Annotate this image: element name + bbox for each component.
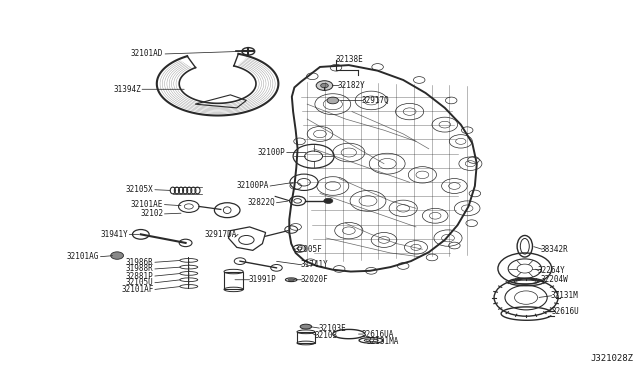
- Text: 32881P: 32881P: [126, 272, 154, 280]
- Text: 31988R: 31988R: [126, 264, 154, 273]
- Text: 32101AG: 32101AG: [67, 252, 99, 261]
- Text: 32102: 32102: [140, 209, 163, 218]
- Text: 32101AE: 32101AE: [131, 200, 163, 209]
- Text: 32020F: 32020F: [301, 275, 328, 284]
- Text: 32204W: 32204W: [541, 275, 568, 284]
- Text: 32101AD: 32101AD: [131, 49, 163, 58]
- Text: 31991P: 31991P: [248, 275, 276, 284]
- Text: 32100PA: 32100PA: [236, 182, 269, 190]
- Text: 32616UA: 32616UA: [362, 330, 394, 339]
- Text: 32131MA: 32131MA: [366, 337, 399, 346]
- Text: J321028Z: J321028Z: [591, 354, 634, 363]
- Ellipse shape: [300, 324, 312, 329]
- Text: 32005F: 32005F: [294, 245, 322, 254]
- Circle shape: [111, 252, 124, 259]
- Text: 32131M: 32131M: [550, 291, 578, 300]
- Text: 31741Y: 31741Y: [301, 260, 328, 269]
- Text: 32105X: 32105X: [126, 185, 154, 194]
- Text: 32616U: 32616U: [552, 307, 579, 316]
- Text: 32138E: 32138E: [336, 55, 364, 64]
- Bar: [297, 332, 315, 343]
- Bar: [224, 272, 243, 289]
- Text: 38342R: 38342R: [541, 245, 568, 254]
- Text: 31394Z: 31394Z: [113, 85, 141, 94]
- Circle shape: [327, 97, 339, 104]
- Text: 32822Q: 32822Q: [248, 198, 275, 207]
- Text: 32103E: 32103E: [318, 324, 346, 333]
- Text: 31986R: 31986R: [126, 258, 154, 267]
- Text: 32100P: 32100P: [257, 148, 285, 157]
- Text: 31941Y: 31941Y: [100, 230, 128, 239]
- Text: 32917DA: 32917DA: [204, 230, 237, 239]
- Text: 32182Y: 32182Y: [338, 81, 365, 90]
- Circle shape: [324, 198, 333, 203]
- Text: 32264Y: 32264Y: [538, 266, 565, 275]
- Text: 32917Q: 32917Q: [362, 96, 389, 105]
- Circle shape: [321, 83, 328, 88]
- Text: 32103: 32103: [315, 331, 338, 340]
- Circle shape: [316, 81, 333, 90]
- Text: 32105U: 32105U: [126, 278, 154, 287]
- Text: 32101AF: 32101AF: [121, 285, 154, 294]
